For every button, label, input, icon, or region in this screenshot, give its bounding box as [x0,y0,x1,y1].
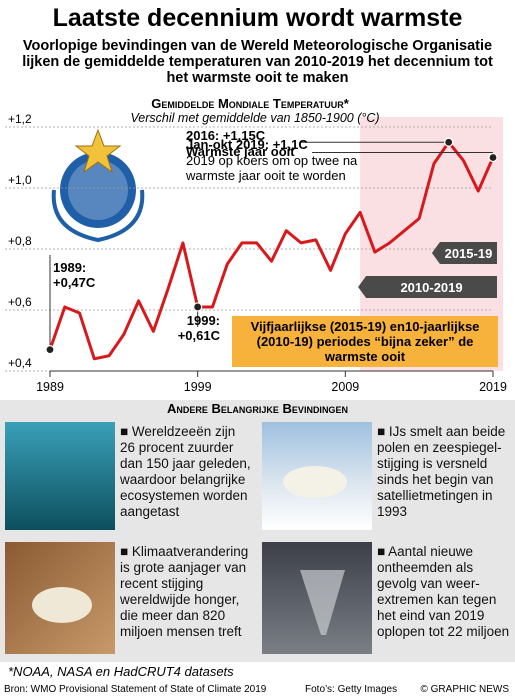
footnote: *NOAA, NASA en HadCRUT4 datasets [8,664,234,679]
photo-reef [5,422,115,530]
x-tick-label: 1999 [184,380,212,394]
globe [60,152,136,228]
temperature-line [48,140,495,361]
annotation: Warmste jaar ooit [186,144,295,160]
wmo-logo [51,128,145,243]
photo-credit: Foto’s: Getty Images [305,684,398,695]
annotation: 2019 op koers om op twee na warmste jaar… [186,152,358,183]
annotation-box: Vijfjaarlijkse (2015-19) en10-jaarlijkse… [232,316,498,367]
finding: Aantal nieuwe ontheemden als gevolg van … [377,544,511,640]
y-tick-label: +1,0 [8,173,32,187]
subtitle: Voorlopige bevindingen van de Wereld Met… [22,38,493,86]
period-label: 2015-19 [445,246,493,261]
y-tick-label: +1,2 [8,112,32,126]
highlight-point [444,137,454,147]
findings-title: Andere Belangrijke Bevindingen [167,401,348,416]
finding: Klimaatverandering is grote aanjager van… [120,544,252,640]
finding: IJs smelt aan beide polen en zeespiegel-… [377,424,511,520]
chart-subtitle: Verschil met gemiddelde van 1850-1900 (°… [130,111,379,125]
highlight-point [45,345,55,355]
finding: Wereldzeeën zijn 26 procent zuurder dan … [120,424,252,520]
photos [5,422,372,654]
y-tick-label: +0,8 [8,234,32,248]
title: Laatste decennium wordt warmste [52,4,463,32]
star [74,128,122,174]
bear [283,466,347,498]
laurel [51,189,145,243]
tornado [300,570,345,635]
period-label-box [358,276,497,298]
annotation: 1999: +0,61C [177,312,220,343]
annotation: Jan-okt 2019: +1,1C [186,136,308,152]
highlight-point [193,302,203,312]
annotation: 2016: +1,15C [186,128,266,144]
chart-title: Gemiddelde Mondiale Temperatuur* [151,96,349,111]
x-tick-label: 2009 [331,380,359,394]
annotation: 1989: +0,47C [53,260,96,290]
source: Bron: WMO Provisional Statement of State… [4,684,267,695]
rice [32,587,92,623]
globe-grid [68,160,128,220]
x-tick-label: 2019 [479,380,507,394]
period-label-box [431,242,497,264]
y-tick-label: +0,6 [8,295,32,309]
copyright: © GRAPHIC NEWS [420,684,510,695]
chart: Gemiddelde Mondiale Temperatuur*Verschil… [5,96,507,394]
y-tick-label: +0,4 [8,356,32,370]
highlight-point [488,152,498,163]
period-label: 2010-2019 [400,280,462,295]
x-tick-label: 1989 [36,380,64,394]
